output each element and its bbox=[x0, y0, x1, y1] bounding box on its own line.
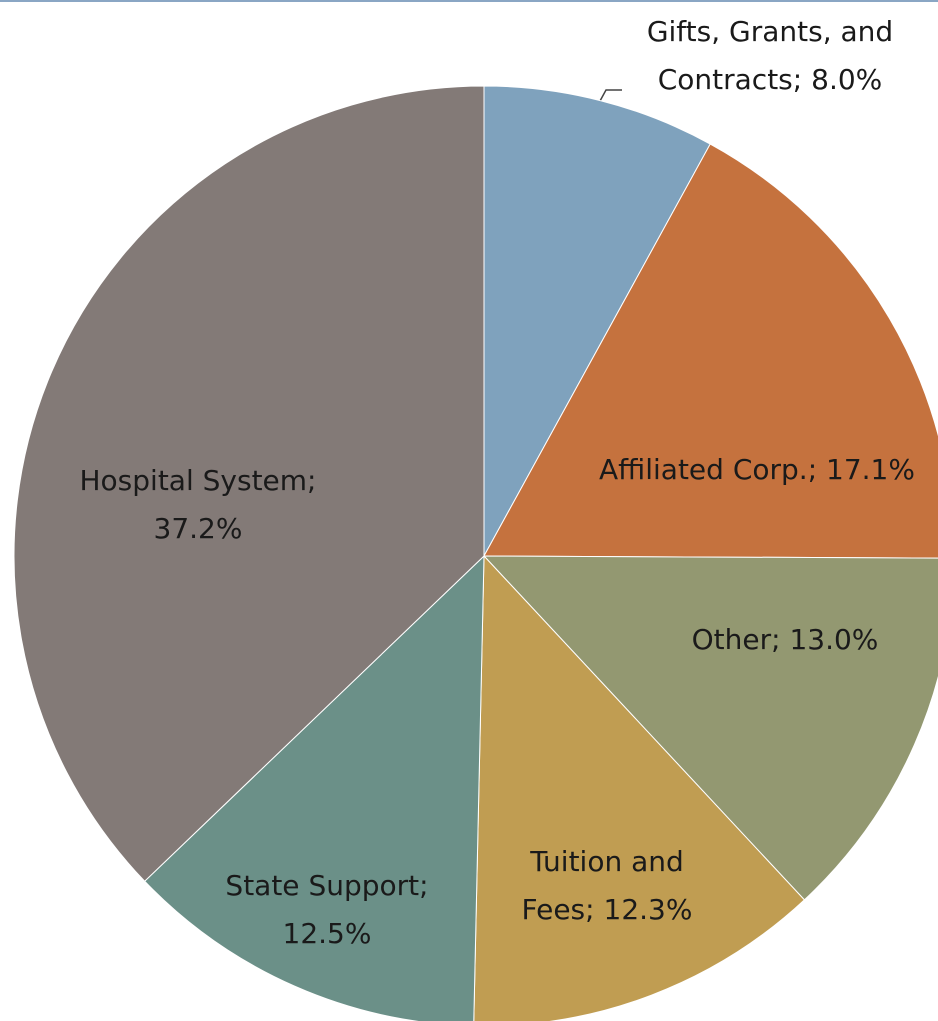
slice-label: Gifts, Grants, and Contracts; 8.0% bbox=[600, 8, 938, 104]
leader-line bbox=[599, 89, 622, 102]
slice-value: 37.2% bbox=[153, 512, 243, 545]
slice-category: State Support; bbox=[225, 869, 429, 902]
slice-value: 8.0% bbox=[811, 63, 883, 96]
slice-value: 13.0% bbox=[789, 623, 879, 656]
slice-category: Tuition and Fees; bbox=[521, 845, 684, 926]
pie-slice bbox=[13, 85, 485, 882]
pie-slice bbox=[473, 554, 806, 1021]
slice-value: 12.3% bbox=[603, 893, 693, 926]
pie-slice bbox=[143, 554, 485, 1021]
slice-category: Affiliated Corp.; bbox=[599, 453, 818, 486]
slice-category: Hospital System; bbox=[79, 464, 317, 497]
slice-label: State Support; 12.5% bbox=[177, 862, 477, 958]
slice-value: 12.5% bbox=[282, 917, 372, 950]
pie-slice bbox=[482, 555, 938, 901]
slice-label: Other; 13.0% bbox=[625, 616, 938, 664]
pie-slice bbox=[483, 85, 711, 557]
slice-label: Hospital System; 37.2% bbox=[33, 457, 363, 553]
slice-value: 17.1% bbox=[826, 453, 915, 486]
slice-label: Affiliated Corp.; 17.1% bbox=[587, 446, 927, 494]
pie-slice bbox=[483, 143, 938, 559]
slice-category: Other; bbox=[691, 623, 781, 656]
slice-category: Gifts, Grants, and Contracts; bbox=[646, 15, 894, 96]
slice-label: Tuition and Fees; 12.3% bbox=[492, 838, 722, 934]
